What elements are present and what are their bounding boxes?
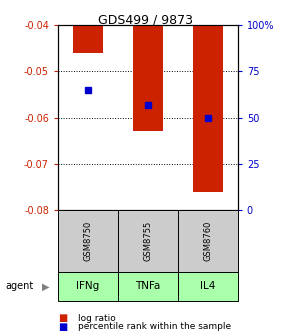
Text: IL4: IL4 [200,282,215,291]
Text: log ratio: log ratio [78,314,116,323]
Bar [193,25,223,192]
Text: ▶: ▶ [42,282,50,291]
Bar [73,25,103,53]
Text: agent: agent [6,282,34,291]
Text: percentile rank within the sample: percentile rank within the sample [78,323,231,331]
Text: GSM8750: GSM8750 [84,221,93,261]
Text: ■: ■ [58,322,67,332]
Text: TNFa: TNFa [135,282,161,291]
Text: ■: ■ [58,313,67,323]
Bar [133,25,163,131]
Text: GDS499 / 9873: GDS499 / 9873 [97,13,193,27]
Text: GSM8755: GSM8755 [143,221,153,261]
Text: GSM8760: GSM8760 [203,221,212,261]
Text: IFNg: IFNg [76,282,99,291]
